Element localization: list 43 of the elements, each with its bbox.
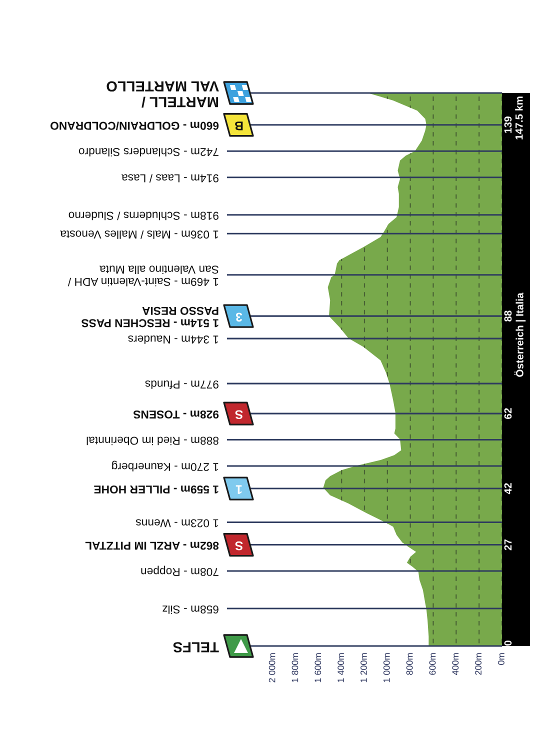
ref-line-label: 1 344m - Nauders — [128, 336, 218, 344]
y-tick-label: 139 — [504, 116, 512, 133]
annotation: B — [235, 122, 243, 130]
y-tick-label: 42 — [504, 483, 512, 494]
x-tick-label: 800m — [406, 653, 413, 675]
text: 147.5 km — [515, 96, 523, 140]
y-tick-label: 62 — [504, 408, 512, 419]
x-tick-label: 0m — [498, 653, 504, 665]
y-tick-label: 88 — [504, 310, 512, 322]
x-tick-label: 600m — [429, 653, 436, 675]
x-tick-label: 2 000m — [268, 653, 276, 682]
annotation: 3 — [236, 312, 242, 322]
annotation: S — [235, 541, 243, 550]
text: Österreich | Italia — [514, 292, 526, 377]
ref-line-label: 1 514m - RESCHEN PASS PASSO RESIA — [82, 306, 218, 328]
x-tick-label: 200m — [475, 653, 482, 675]
ref-line-label: 862m - ARZL IM PITZTAL — [85, 542, 219, 550]
ref-line-label: 888m - Ried im Oberinntal — [86, 436, 219, 446]
x-tick-label: 1 600m — [314, 653, 322, 682]
ref-line-label: 1 270m - Kaunerberg — [112, 460, 218, 472]
ref-line-label: MARTELL / VAL MARTELLO — [106, 81, 219, 108]
ref-line-label: TELFS — [173, 642, 219, 652]
ref-line-label: 708m - Roppen — [141, 566, 218, 576]
x-tick-label: 1 800m — [292, 653, 298, 682]
annotation: 1 — [236, 485, 242, 494]
y-tick-label: 27 — [504, 539, 512, 550]
ref-line-label: 1 023m - Wenns — [136, 519, 218, 528]
ref-line-label: 1 469m - Saint-Valentin ADH / San Valentino alla Muta — [68, 266, 218, 286]
ref-line-label: 1 559m - PILLER HOHE — [94, 485, 218, 494]
ref-line-label: 660m - GOLDRAIN/COLDRANO — [50, 122, 219, 130]
ref-line-label: 1 036m - Mals / Malles Venosta — [60, 230, 218, 239]
ref-line-label: 914m - Laas / Lasa — [122, 174, 218, 183]
ref-line-label: 658m - Silz — [162, 605, 218, 614]
x-tick-label: 1 200m — [360, 653, 367, 682]
x-tick-label: 400m — [452, 653, 459, 676]
annotation: S — [235, 410, 243, 420]
ref-line-label: 918m - Schluderns / Sluderno — [68, 212, 218, 220]
ref-line-label: 742m - Schlanders Silandro — [78, 148, 218, 156]
ref-line-label: 977m - Pfunds — [145, 380, 218, 389]
x-tick-label: 1 400m — [338, 653, 344, 682]
x-tick-label: 1 000m — [383, 653, 390, 682]
y-tick-label: 0 — [504, 640, 512, 646]
ref-line-label: 928m - TOSENS — [134, 410, 219, 419]
